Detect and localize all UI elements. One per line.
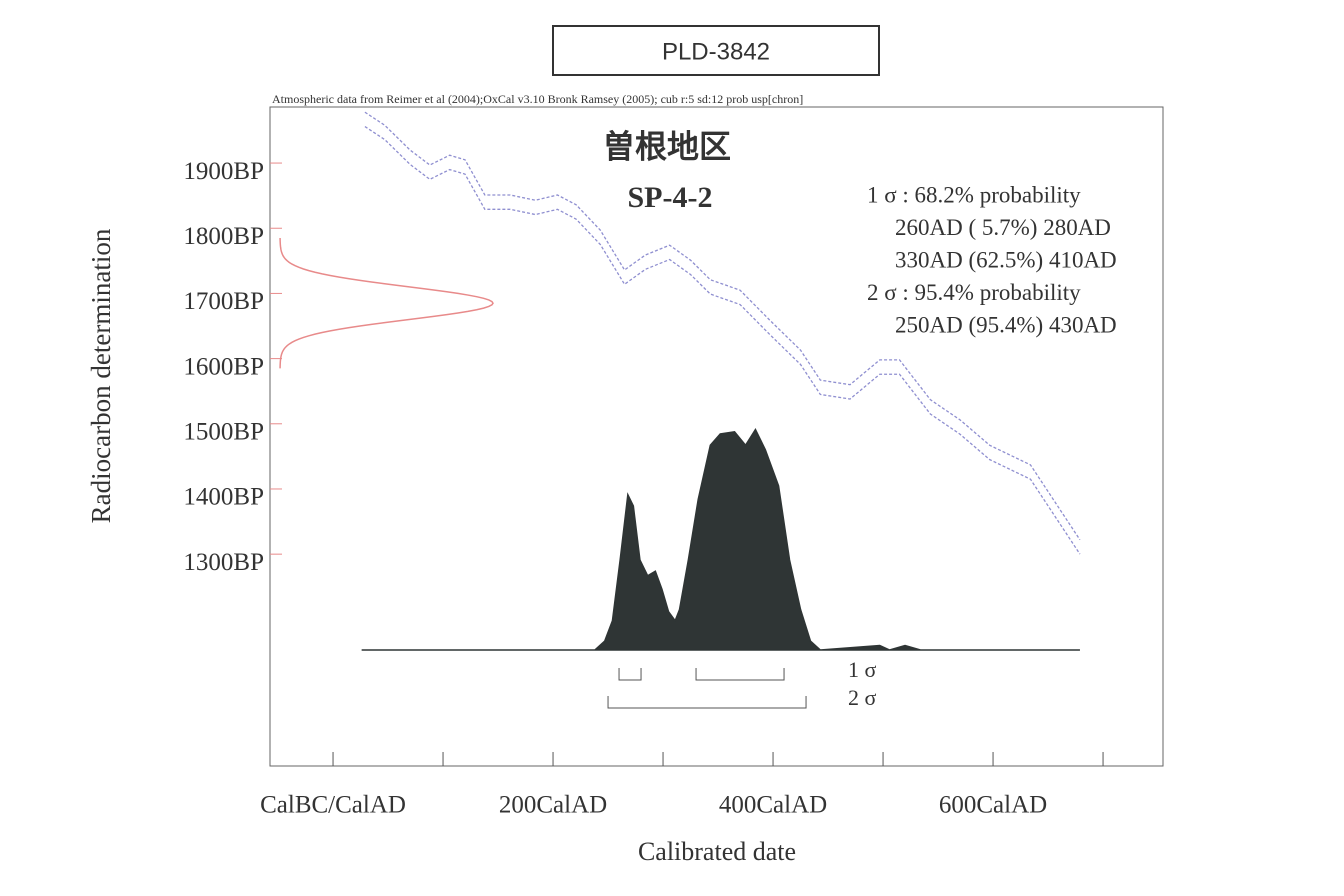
x-tick-label: 400CalAD — [719, 792, 827, 819]
probability-area — [361, 427, 1080, 651]
calibration-curve — [364, 111, 1081, 541]
site-label: 曽根地区 — [603, 128, 731, 164]
x-tick-label: 200CalAD — [499, 792, 607, 819]
x-axis-label: Calibrated date — [638, 837, 796, 866]
x-tick-label: 600CalAD — [939, 792, 1047, 819]
sample-label: SP-4-2 — [628, 181, 713, 214]
y-tick-label: 1500BP — [183, 419, 264, 446]
sigma-bracket — [695, 668, 785, 681]
y-tick-label: 1700BP — [183, 288, 264, 315]
calibration-curve — [364, 126, 1081, 555]
plot-frame — [269, 106, 1164, 767]
sigma-label: 2 σ — [848, 685, 877, 710]
y-tick-label: 1900BP — [183, 158, 264, 185]
chart-title: PLD-3842 — [662, 38, 770, 65]
header-note: Atmospheric data from Reimer et al (2004… — [272, 92, 803, 106]
sigma-range-text: 330AD (62.5%) 410AD — [895, 247, 1117, 272]
y-tick-label: 1400BP — [183, 484, 264, 511]
sigma-bracket — [618, 668, 642, 681]
y-tick-label: 1600BP — [183, 353, 264, 380]
sigma-range-text: 250AD (95.4%) 430AD — [895, 312, 1117, 337]
title-box — [552, 25, 880, 76]
x-tick-label: CalBC/CalAD — [260, 792, 406, 819]
sigma-label: 1 σ — [848, 657, 877, 682]
measurement-distribution — [279, 238, 494, 369]
sigma-bracket — [607, 696, 807, 709]
sigma-heading: 2 σ : 95.4% probability — [867, 280, 1081, 305]
y-tick-label: 1800BP — [183, 223, 264, 250]
sigma-heading: 1 σ : 68.2% probability — [867, 182, 1081, 207]
y-axis-label: Radiocarbon determination — [86, 228, 116, 523]
sigma-range-text: 260AD ( 5.7%) 280AD — [895, 215, 1111, 240]
y-tick-label: 1300BP — [183, 549, 264, 576]
